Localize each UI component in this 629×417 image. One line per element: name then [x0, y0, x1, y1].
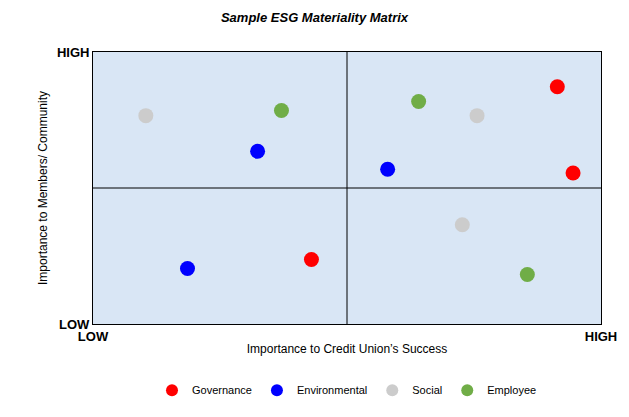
svg-text:HIGH: HIGH	[585, 329, 618, 344]
svg-text:Importance to Credit Union’s S: Importance to Credit Union’s Success	[247, 342, 448, 356]
svg-text:Governance: Governance	[192, 384, 252, 396]
svg-text:HIGH: HIGH	[57, 45, 90, 60]
svg-text:LOW: LOW	[78, 329, 109, 344]
svg-text:Social: Social	[412, 384, 442, 396]
svg-text:Employee: Employee	[487, 384, 536, 396]
svg-text:Environmental: Environmental	[297, 384, 367, 396]
svg-text:LOW: LOW	[59, 317, 90, 332]
svg-text:Importance to Members/ Communi: Importance to Members/ Community	[36, 91, 50, 285]
svg-text:Sample ESG Materiality Matrix: Sample ESG Materiality Matrix	[221, 10, 409, 25]
